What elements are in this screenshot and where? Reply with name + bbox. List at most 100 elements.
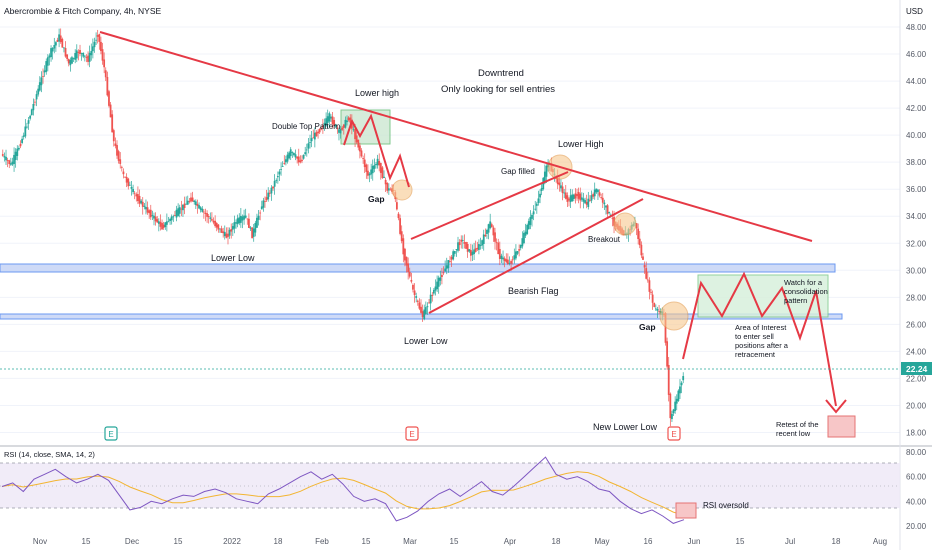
candle [228,227,231,239]
candle [640,241,643,259]
candle [51,47,54,60]
candle [122,168,125,179]
candle [666,337,669,370]
candle [3,152,6,162]
candle [182,204,184,217]
candle [194,199,197,209]
candle [230,223,233,239]
candle [317,129,319,139]
candle [608,211,611,215]
earnings-marker-1[interactable]: E [104,426,118,441]
price-tick-label: 36.00 [906,185,927,194]
candle [101,42,104,65]
candle [357,139,360,151]
price-tick-label: 30.00 [906,266,927,275]
candle [32,98,35,116]
candle [77,49,80,61]
candle [111,110,114,133]
candle [64,41,67,58]
candle [458,239,461,251]
candle [672,408,675,417]
candle [524,223,527,239]
candle [235,219,237,229]
candle [642,252,644,260]
candle [367,164,369,180]
candle [188,198,191,204]
earnings-marker-3[interactable]: E [667,426,681,441]
candle [21,136,24,145]
annotation-lower-high-1: Lower high [355,88,399,98]
candle [211,212,213,222]
candle [254,220,257,237]
earnings-marker-2[interactable]: E [405,426,419,441]
annotation-lower-high-2: Lower High [558,139,604,149]
gap-circle-2 [659,301,689,331]
candle [418,298,421,311]
candle [469,243,472,262]
candle [149,204,152,220]
candle [50,45,52,62]
candle [169,217,171,225]
candle [545,164,548,183]
candle [251,227,254,239]
candle [19,140,22,149]
candle [315,130,318,137]
candle [180,200,183,217]
candle [592,192,595,199]
time-tick-label: 15 [736,537,745,546]
candle [325,112,328,127]
candle [379,162,382,180]
candle [468,249,471,253]
candle [239,207,242,228]
annotation-gap-2: Gap [639,322,656,332]
annotation-aoi-4: retracement [735,350,776,359]
candle [299,155,302,164]
last-price-tag [901,362,932,375]
time-tick-label: Dec [125,537,139,546]
candle [449,255,451,263]
candle [6,157,9,168]
candle [585,194,588,209]
candle [590,190,593,204]
candle [227,227,229,245]
candle [320,126,323,131]
candle [66,54,69,62]
candle [174,211,176,217]
candle [265,189,268,203]
candle [373,158,376,173]
candle [191,191,194,202]
candle [560,179,562,192]
candle [69,57,72,72]
price-axis: 18.00 20.00 22.00 24.00 26.00 28.00 30.00 32.00… [906,23,927,437]
candle [476,241,479,252]
candle [667,356,670,402]
svg-text:E: E [671,430,676,439]
candle [220,225,223,234]
time-tick-label: 15 [174,537,183,546]
candle [124,176,126,178]
candle [508,256,511,266]
candle [405,256,408,273]
candle [481,239,484,249]
annotation-aoi-2: to enter sell [735,332,774,341]
rsi-label: RSI (14, close, SMA, 14, 2) [4,450,95,459]
candle [186,195,189,206]
candle [579,187,582,209]
candle [246,218,249,225]
candle [109,102,112,118]
candle [132,184,134,195]
candle [137,186,139,205]
candle [14,148,17,168]
double-top-path [343,113,410,188]
candle [117,149,120,164]
price-tick-label: 34.00 [906,212,927,221]
candle [605,205,607,215]
annotation-gap-filled: Gap filled [501,167,535,176]
candle [309,134,311,149]
candle [529,210,532,230]
candle [412,283,414,293]
candle [27,116,30,130]
candle [209,212,212,223]
